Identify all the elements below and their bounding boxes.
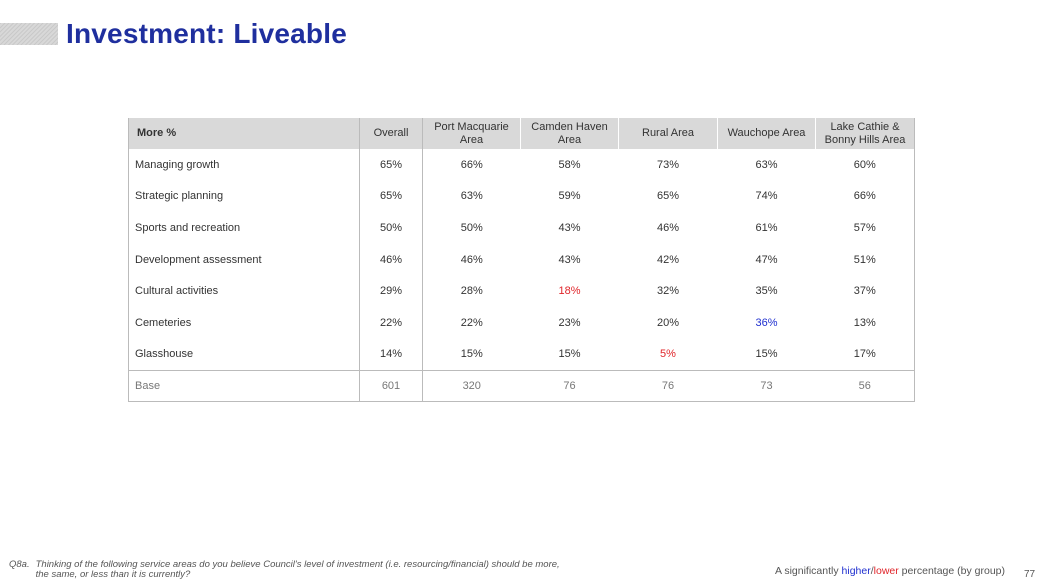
base-cell: 76 bbox=[520, 370, 619, 403]
table-cell: 35% bbox=[755, 285, 778, 298]
base-cell: 56 bbox=[815, 370, 915, 403]
table-cell: 28% bbox=[460, 285, 483, 298]
table-header-row: More % Overall Port Macquarie Area Camde… bbox=[128, 118, 915, 149]
row-label: Cemeteries bbox=[128, 306, 360, 339]
table-cell: 36% bbox=[755, 316, 778, 329]
header-overall: Overall bbox=[359, 118, 423, 149]
row-label: Strategic planning bbox=[128, 180, 360, 213]
page-number: 77 bbox=[1024, 569, 1036, 580]
table-cell: 59% bbox=[558, 190, 581, 203]
table-row: Development assessment 46% 46% 43% 42% 47% 51% bbox=[128, 243, 915, 276]
table-cell: 22% bbox=[460, 316, 483, 329]
table-cell: 66% bbox=[815, 180, 915, 213]
table-cell: 37% bbox=[815, 275, 915, 307]
base-cell: 320 bbox=[422, 370, 521, 403]
table-cell: 74% bbox=[755, 190, 778, 203]
table-row: Cultural activities 29% 28% 18% 32% 35% 37% bbox=[128, 275, 915, 307]
header-camden-haven: Camden Haven Area bbox=[520, 118, 619, 149]
base-label: Base bbox=[128, 370, 360, 403]
legend-lower: lower bbox=[873, 565, 899, 577]
base-cell: 76 bbox=[618, 370, 718, 403]
table-cell: 22% bbox=[359, 306, 423, 339]
table-cell: 65% bbox=[359, 180, 423, 213]
table-cell: 17% bbox=[815, 338, 915, 371]
table-cell: 46% bbox=[656, 221, 680, 234]
table-cell: 50% bbox=[460, 221, 483, 234]
table-cell: 42% bbox=[656, 253, 680, 266]
table-row: Glasshouse 14% 15% 15% 5% 15% 17% bbox=[128, 338, 915, 371]
table-cell: 58% bbox=[558, 158, 581, 171]
table-cell: 15% bbox=[558, 348, 581, 361]
table-cell: 32% bbox=[656, 285, 680, 298]
base-cell: 73 bbox=[717, 370, 816, 403]
table-cell: 14% bbox=[359, 338, 423, 371]
table-row: Cemeteries 22% 22% 23% 20% 36% 13% bbox=[128, 306, 915, 339]
significance-legend: A significantly higher/lower percentage … bbox=[775, 565, 1005, 577]
table-cell: 15% bbox=[755, 348, 778, 361]
table-cell: 5% bbox=[660, 348, 676, 361]
legend-prefix: A significantly bbox=[775, 565, 842, 577]
footnote: Q8a. Thinking of the following service a… bbox=[9, 560, 649, 580]
base-row: Base 601 320 76 76 73 56 bbox=[128, 370, 915, 403]
table-cell: 43% bbox=[558, 221, 581, 234]
table-cell: 15% bbox=[460, 348, 483, 361]
base-cell: 601 bbox=[359, 370, 423, 403]
table-cell: 13% bbox=[815, 306, 915, 339]
row-label: Cultural activities bbox=[128, 275, 360, 307]
table-cell: 61% bbox=[755, 221, 778, 234]
legend-separator: / bbox=[870, 565, 874, 577]
table-cell: 47% bbox=[755, 253, 778, 266]
header-wauchope: Wauchope Area bbox=[717, 118, 816, 149]
table-row: Managing growth 65% 66% 58% 73% 63% 60% bbox=[128, 149, 915, 181]
legend-higher: higher bbox=[841, 565, 871, 577]
table-row: Strategic planning 65% 63% 59% 65% 74% 66% bbox=[128, 180, 915, 213]
table-cell: 18% bbox=[558, 285, 581, 298]
row-label: Sports and recreation bbox=[128, 212, 360, 244]
table-cell: 73% bbox=[656, 158, 680, 171]
table-cell: 20% bbox=[656, 316, 680, 329]
page-title: Investment: Liveable bbox=[66, 18, 347, 49]
header-row-label: More % bbox=[128, 118, 360, 149]
row-label: Development assessment bbox=[128, 243, 360, 276]
table-cell: 57% bbox=[815, 212, 915, 244]
table-cell: 23% bbox=[558, 316, 581, 329]
table-cell: 50% bbox=[359, 212, 423, 244]
table-cell: 29% bbox=[359, 275, 423, 307]
row-label: Glasshouse bbox=[128, 338, 360, 371]
title-accent-bar bbox=[0, 23, 58, 45]
table-cell: 66% bbox=[460, 158, 483, 171]
table-cell: 63% bbox=[460, 190, 483, 203]
footnote-text: Thinking of the following service areas … bbox=[36, 560, 560, 580]
table-body: Managing growth 65% 66% 58% 73% 63% 60% Strateg… bbox=[128, 149, 915, 403]
legend-suffix: percentage (by group) bbox=[898, 565, 1005, 577]
table-cell: 43% bbox=[558, 253, 581, 266]
table-cell: 65% bbox=[359, 149, 423, 181]
table-row: Sports and recreation 50% 50% 43% 46% 61% 57% bbox=[128, 212, 915, 244]
header-rural: Rural Area bbox=[618, 118, 718, 149]
table-cell: 46% bbox=[460, 253, 483, 266]
footnote-line-1: Thinking of the following service areas … bbox=[35, 559, 560, 570]
row-label: Managing growth bbox=[128, 149, 360, 181]
table-cell: 63% bbox=[755, 158, 778, 171]
footnote-question-id: Q8a. bbox=[9, 559, 30, 570]
table-cell: 46% bbox=[359, 243, 423, 276]
table-cell: 51% bbox=[815, 243, 915, 276]
header-lake-cathie: Lake Cathie & Bonny Hills Area bbox=[815, 118, 915, 149]
table-cell: 60% bbox=[815, 149, 915, 181]
header-port-macquarie: Port Macquarie Area bbox=[422, 118, 521, 149]
results-table: More % Overall Port Macquarie Area Camde… bbox=[128, 118, 915, 403]
table-cell: 65% bbox=[656, 190, 680, 203]
footnote-line-2: the same, or less than it is currently? bbox=[35, 569, 191, 580]
